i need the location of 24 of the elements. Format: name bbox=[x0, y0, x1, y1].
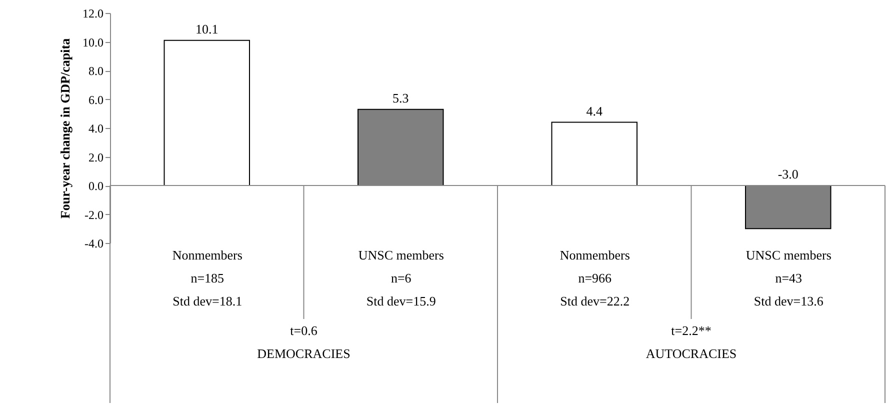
y-tick-label: -4.0 bbox=[84, 236, 104, 250]
y-tick-label: 4.0 bbox=[88, 122, 104, 136]
x-tick-label: Nonmembers n=966 Std dev=22.2 bbox=[560, 248, 630, 308]
bar bbox=[164, 40, 250, 186]
text: AUTOCRACIES bbox=[646, 346, 737, 361]
x-tick-label: UNSC members n=6 Std dev=15.9 bbox=[358, 248, 444, 308]
y-tick-label: 10.0 bbox=[82, 35, 104, 50]
data-label: -3.0 bbox=[778, 166, 798, 182]
text: DEMOCRACIES bbox=[257, 346, 350, 361]
y-tick-label: 0.0 bbox=[88, 179, 104, 193]
data-label: 10.1 bbox=[196, 21, 218, 36]
data-label: 5.3 bbox=[392, 90, 409, 106]
y-tick-label: 2.0 bbox=[88, 150, 104, 164]
y-tick-label: 12.0 bbox=[82, 6, 104, 20]
text: t=0.6 bbox=[290, 323, 318, 338]
y-tick-label: -2.0 bbox=[84, 208, 104, 222]
y-tick-label: 6.0 bbox=[88, 92, 104, 107]
bar bbox=[551, 122, 638, 186]
x-tick-label: UNSC members n=43 Std dev=13.6 bbox=[746, 248, 832, 308]
x-tick-label: Nonmembers n=185 Std dev=18.1 bbox=[172, 248, 242, 308]
text: t=2.2** bbox=[671, 323, 712, 338]
y-tick-label: 8.0 bbox=[88, 64, 104, 78]
data-label: 4.4 bbox=[586, 103, 603, 118]
y-axis-title: Four-year change in GDP/capita bbox=[58, 38, 72, 219]
